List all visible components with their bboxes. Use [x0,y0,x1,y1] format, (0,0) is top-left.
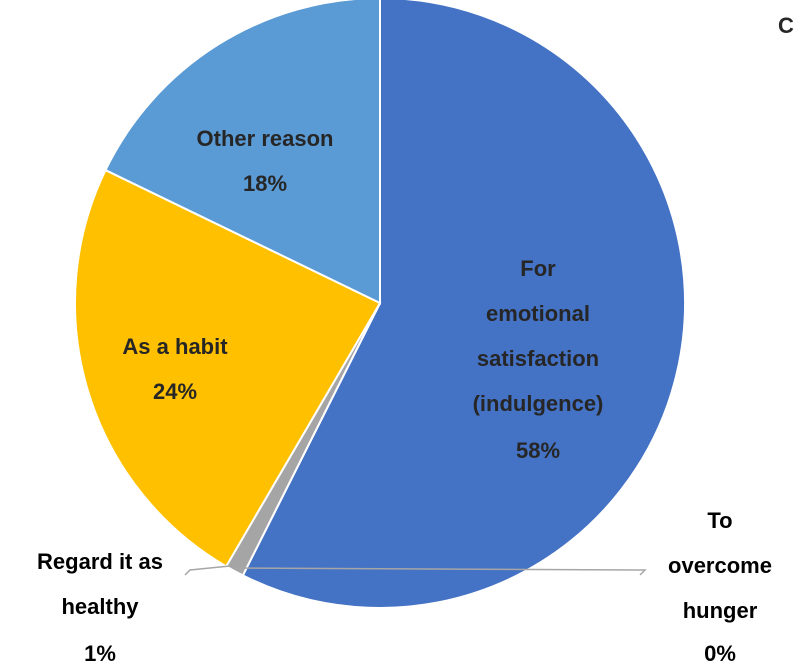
value-label: 0% [704,641,736,666]
pie-slice [74,168,382,568]
value-label: 58% [516,438,560,463]
slice-label: Other reason [197,126,334,151]
leader-line [184,565,231,576]
slice-label: Regard it as healthy [37,549,163,619]
value-label: 18% [243,171,287,196]
chart-title: C [778,13,794,38]
pie-slice [104,0,381,305]
slice-label: As a habit [122,334,228,359]
value-label: 1% [84,641,116,666]
slice-label: To overcome hunger [668,508,772,623]
slice-label: For emotional satisfaction (indulgence) [473,256,604,416]
pie-slice [241,0,686,609]
leader-line [234,567,647,576]
value-label: 24% [153,379,197,404]
